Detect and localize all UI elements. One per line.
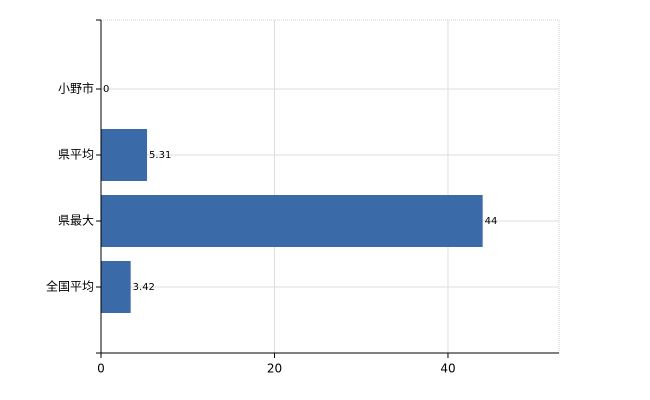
x-tick-label: 0	[97, 362, 105, 376]
y-tick-label: 小野市	[58, 81, 94, 96]
value-label: 0	[103, 84, 109, 95]
bar	[101, 195, 483, 247]
y-tick-label: 県平均	[58, 148, 94, 162]
value-label: 44	[485, 216, 498, 227]
y-tick-label: 全国平均	[46, 279, 94, 294]
value-label: 3.42	[133, 282, 155, 293]
bar	[101, 129, 148, 181]
x-tick-label: 40	[440, 362, 455, 376]
y-tick-label: 県最大	[58, 214, 94, 228]
x-tick-label: 20	[267, 362, 282, 376]
bar	[101, 261, 131, 313]
value-label: 5.31	[149, 150, 171, 161]
